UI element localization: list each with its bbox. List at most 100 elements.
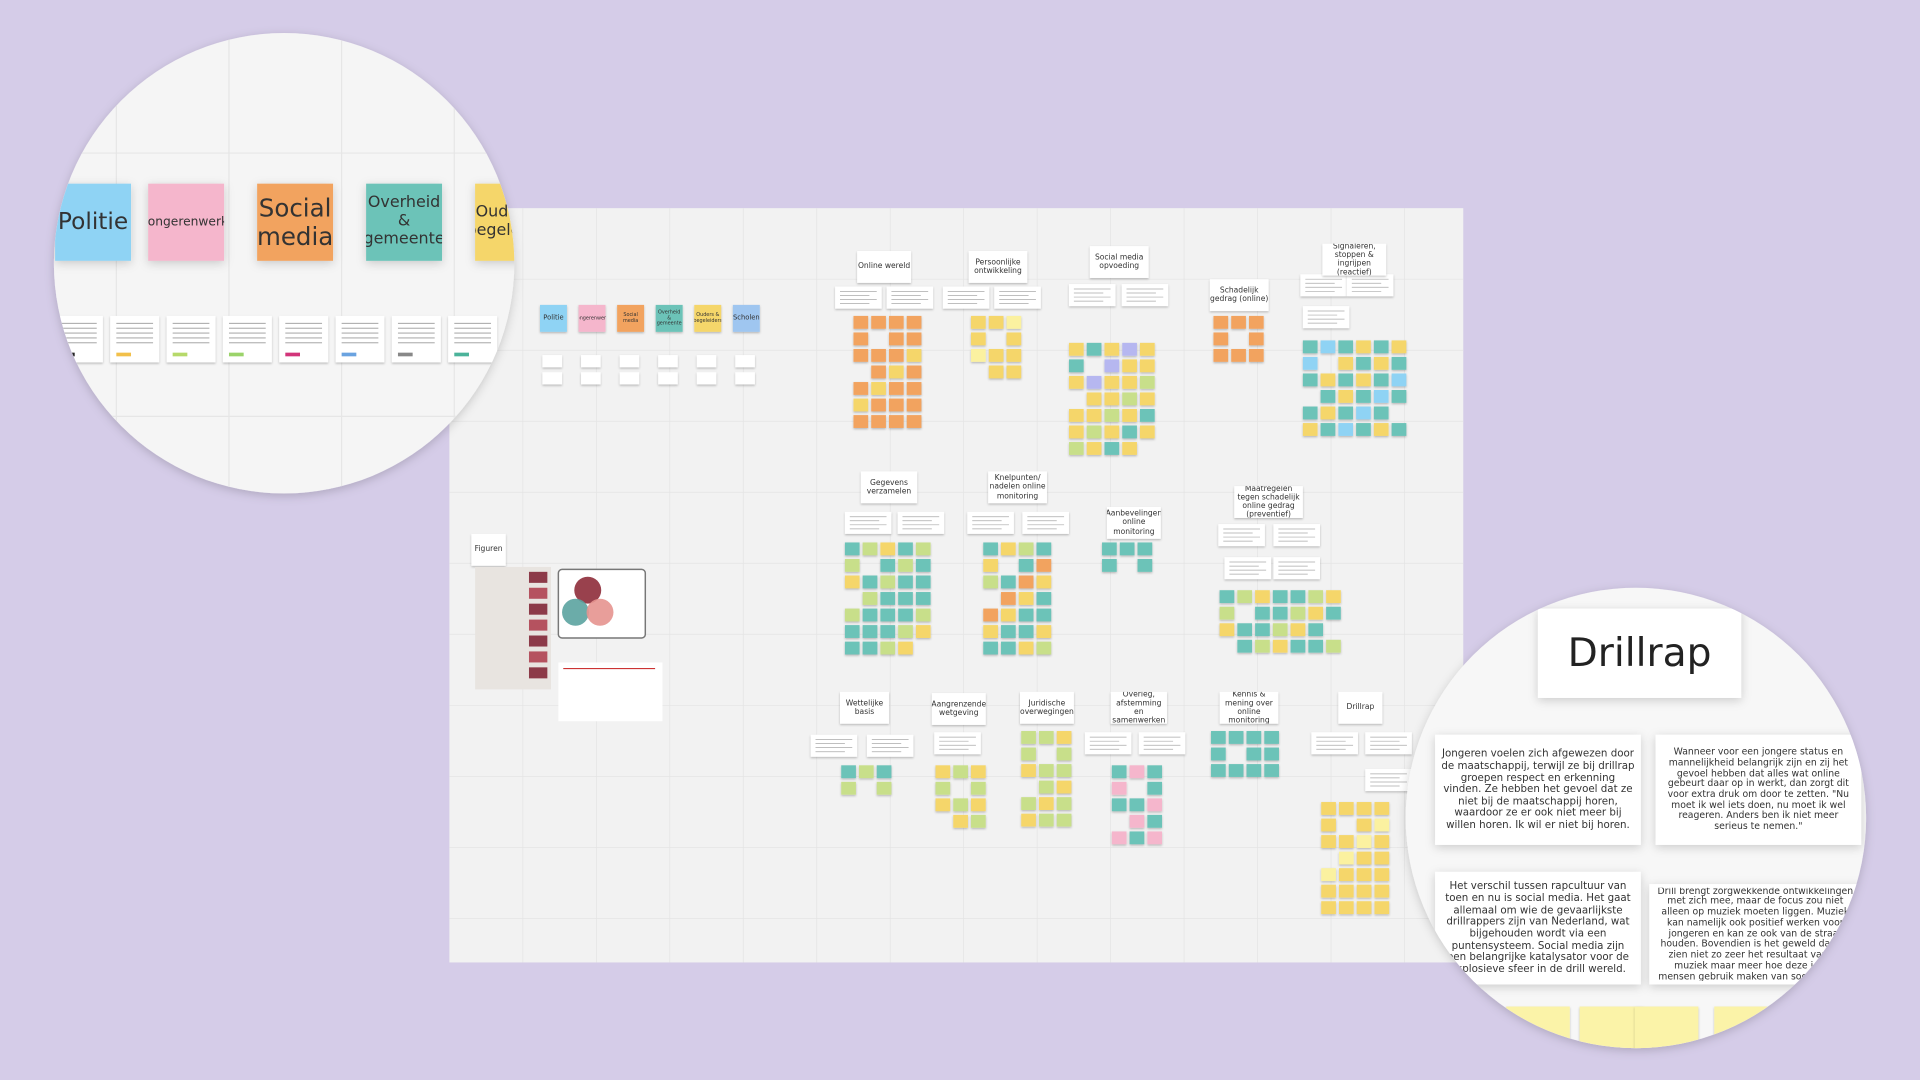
sticky-note xyxy=(983,558,998,572)
quote-text: Drill brengt zorgwekkende ontwikkelingen… xyxy=(1657,887,1854,981)
cluster-heading: Schadelijk gedrag (online) xyxy=(1210,286,1269,304)
sticky-note xyxy=(971,765,986,779)
sticky-note xyxy=(1321,884,1336,898)
zoom-card-tag xyxy=(285,352,300,357)
sticky-note xyxy=(898,608,913,622)
cluster-heading-box: Drillrap xyxy=(1346,703,1375,712)
category-label-box: Social media xyxy=(623,312,638,323)
cluster-heading: Drillrap xyxy=(1346,703,1375,712)
sticky-note xyxy=(1248,332,1264,346)
zoom-left: Politie Jongerenwerk Social media Overheid … xyxy=(53,33,515,494)
zoom-sticky-label-box: Ouders & begeleiders xyxy=(475,203,514,240)
sticky-note xyxy=(1147,765,1163,779)
sticky-note xyxy=(1068,442,1084,455)
sticky-note xyxy=(858,765,874,779)
heading-card xyxy=(840,691,889,724)
sticky-note xyxy=(953,814,968,828)
sticky-note xyxy=(1021,764,1036,777)
sticky-note xyxy=(862,575,878,589)
sticky-note xyxy=(853,348,869,362)
sticky-note xyxy=(1391,373,1407,387)
sticky-note xyxy=(1056,797,1072,810)
heading-card xyxy=(1110,691,1167,724)
sticky-note xyxy=(1140,342,1155,356)
sticky-note xyxy=(1338,901,1354,915)
sticky-note xyxy=(888,398,904,412)
mini-card xyxy=(658,372,678,385)
zoom-card-tag xyxy=(397,352,413,357)
sticky-note xyxy=(1338,423,1354,436)
sticky-note xyxy=(1036,641,1052,655)
category-label: Politie xyxy=(543,314,564,322)
sticky-note xyxy=(1356,835,1372,848)
sticky-note xyxy=(844,558,860,572)
sticky-note xyxy=(1006,315,1022,329)
quote-card xyxy=(1655,734,1862,845)
text-card xyxy=(1300,274,1347,297)
figure-bar xyxy=(528,571,548,583)
sticky-note xyxy=(1228,731,1244,744)
category-label-box: Politie xyxy=(543,314,564,322)
sticky-note xyxy=(1021,747,1036,761)
sticky-note xyxy=(1137,542,1153,556)
sticky-note xyxy=(1356,802,1372,815)
sticky-note xyxy=(1111,798,1127,812)
sticky-note xyxy=(1068,342,1084,356)
sticky-note xyxy=(1356,901,1372,915)
cluster-heading-box: Maatregelen tegen schadelijk online gedr… xyxy=(1238,486,1300,518)
mini-card xyxy=(619,372,640,385)
sticky-note xyxy=(1373,406,1389,420)
sticky-note xyxy=(853,398,869,412)
sticky-note xyxy=(906,348,922,362)
sticky-note xyxy=(1338,390,1354,403)
sticky-note xyxy=(1104,375,1120,389)
sticky-note xyxy=(1068,375,1084,389)
category-label: Jongerenwerk xyxy=(579,314,606,321)
quote-card xyxy=(1435,734,1641,845)
category-sticky xyxy=(694,304,722,332)
sticky-note xyxy=(1338,406,1354,420)
sticky-note xyxy=(1147,798,1163,812)
text-card xyxy=(934,732,981,755)
sticky-note xyxy=(971,315,986,329)
sticky-note xyxy=(983,625,998,638)
sticky-note xyxy=(1272,590,1288,604)
heading-card xyxy=(860,471,918,504)
sticky-note xyxy=(915,558,931,572)
sticky-note xyxy=(876,781,892,795)
quote-text-box: Het verschil tussen rapcultuur van toen … xyxy=(1445,880,1631,975)
sticky-note xyxy=(1338,802,1354,815)
heading-card xyxy=(968,251,1028,283)
text-card xyxy=(886,286,934,309)
sticky-note xyxy=(906,415,922,428)
sticky-note xyxy=(953,765,968,779)
sticky-note xyxy=(1290,606,1306,620)
text-card xyxy=(1068,284,1116,307)
sticky-note xyxy=(1056,813,1072,827)
text-card xyxy=(1273,524,1320,547)
sticky-note xyxy=(1320,423,1336,436)
sticky-note xyxy=(853,382,869,395)
text-card xyxy=(1346,274,1394,297)
sticky-note xyxy=(1018,608,1034,622)
sticky-note xyxy=(1326,590,1341,604)
zoom-sticky xyxy=(148,183,225,261)
sticky-note xyxy=(1356,373,1371,387)
sticky-note xyxy=(1272,623,1288,637)
category-label: Overheid & gemeente xyxy=(656,308,682,327)
sticky-note xyxy=(1119,542,1135,556)
sticky-note xyxy=(953,798,968,812)
figure-bar xyxy=(528,587,548,599)
sticky-note xyxy=(915,542,931,556)
sticky-note xyxy=(971,814,986,828)
mini-card xyxy=(735,355,755,368)
text-card xyxy=(844,511,892,534)
sticky-note xyxy=(1237,623,1253,637)
sticky-note xyxy=(1104,425,1120,439)
sticky-note xyxy=(1248,315,1264,329)
sticky-note xyxy=(1219,606,1235,620)
sticky-note xyxy=(906,365,922,379)
sticky-note xyxy=(1373,423,1389,436)
sticky-note xyxy=(906,315,922,329)
sticky-note xyxy=(1373,356,1389,370)
